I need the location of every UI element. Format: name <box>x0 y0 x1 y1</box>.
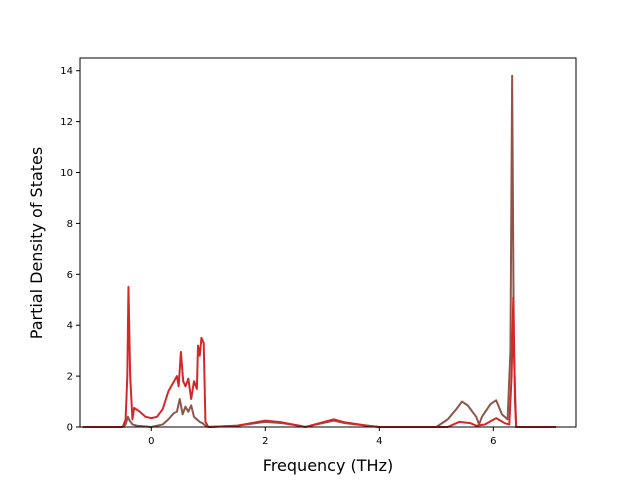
x-tick-label: 4 <box>376 436 382 447</box>
y-tick-label: 10 <box>60 168 73 179</box>
y-axis-ticks: 0 2 4 6 8 10 12 14 <box>60 66 80 434</box>
series-line-2 <box>82 286 557 428</box>
series-layer <box>82 74 557 428</box>
y-tick-label: 6 <box>67 270 73 281</box>
plot-frame <box>79 57 577 428</box>
x-axis-ticks: 0 2 4 6 <box>148 427 497 447</box>
y-tick-label: 4 <box>67 321 73 332</box>
y-tick-label: 2 <box>67 372 73 383</box>
x-axis-label: Frequency (THz) <box>263 456 393 475</box>
y-axis-label: Partial Density of States <box>27 147 46 339</box>
x-tick-label: 0 <box>148 436 154 447</box>
x-tick-label: 6 <box>490 436 496 447</box>
x-tick-label: 2 <box>262 436 268 447</box>
series-line-1 <box>82 74 557 428</box>
y-tick-label: 0 <box>67 423 73 434</box>
y-tick-label: 8 <box>67 219 73 230</box>
y-tick-label: 14 <box>60 66 73 77</box>
y-tick-label: 12 <box>60 117 73 128</box>
